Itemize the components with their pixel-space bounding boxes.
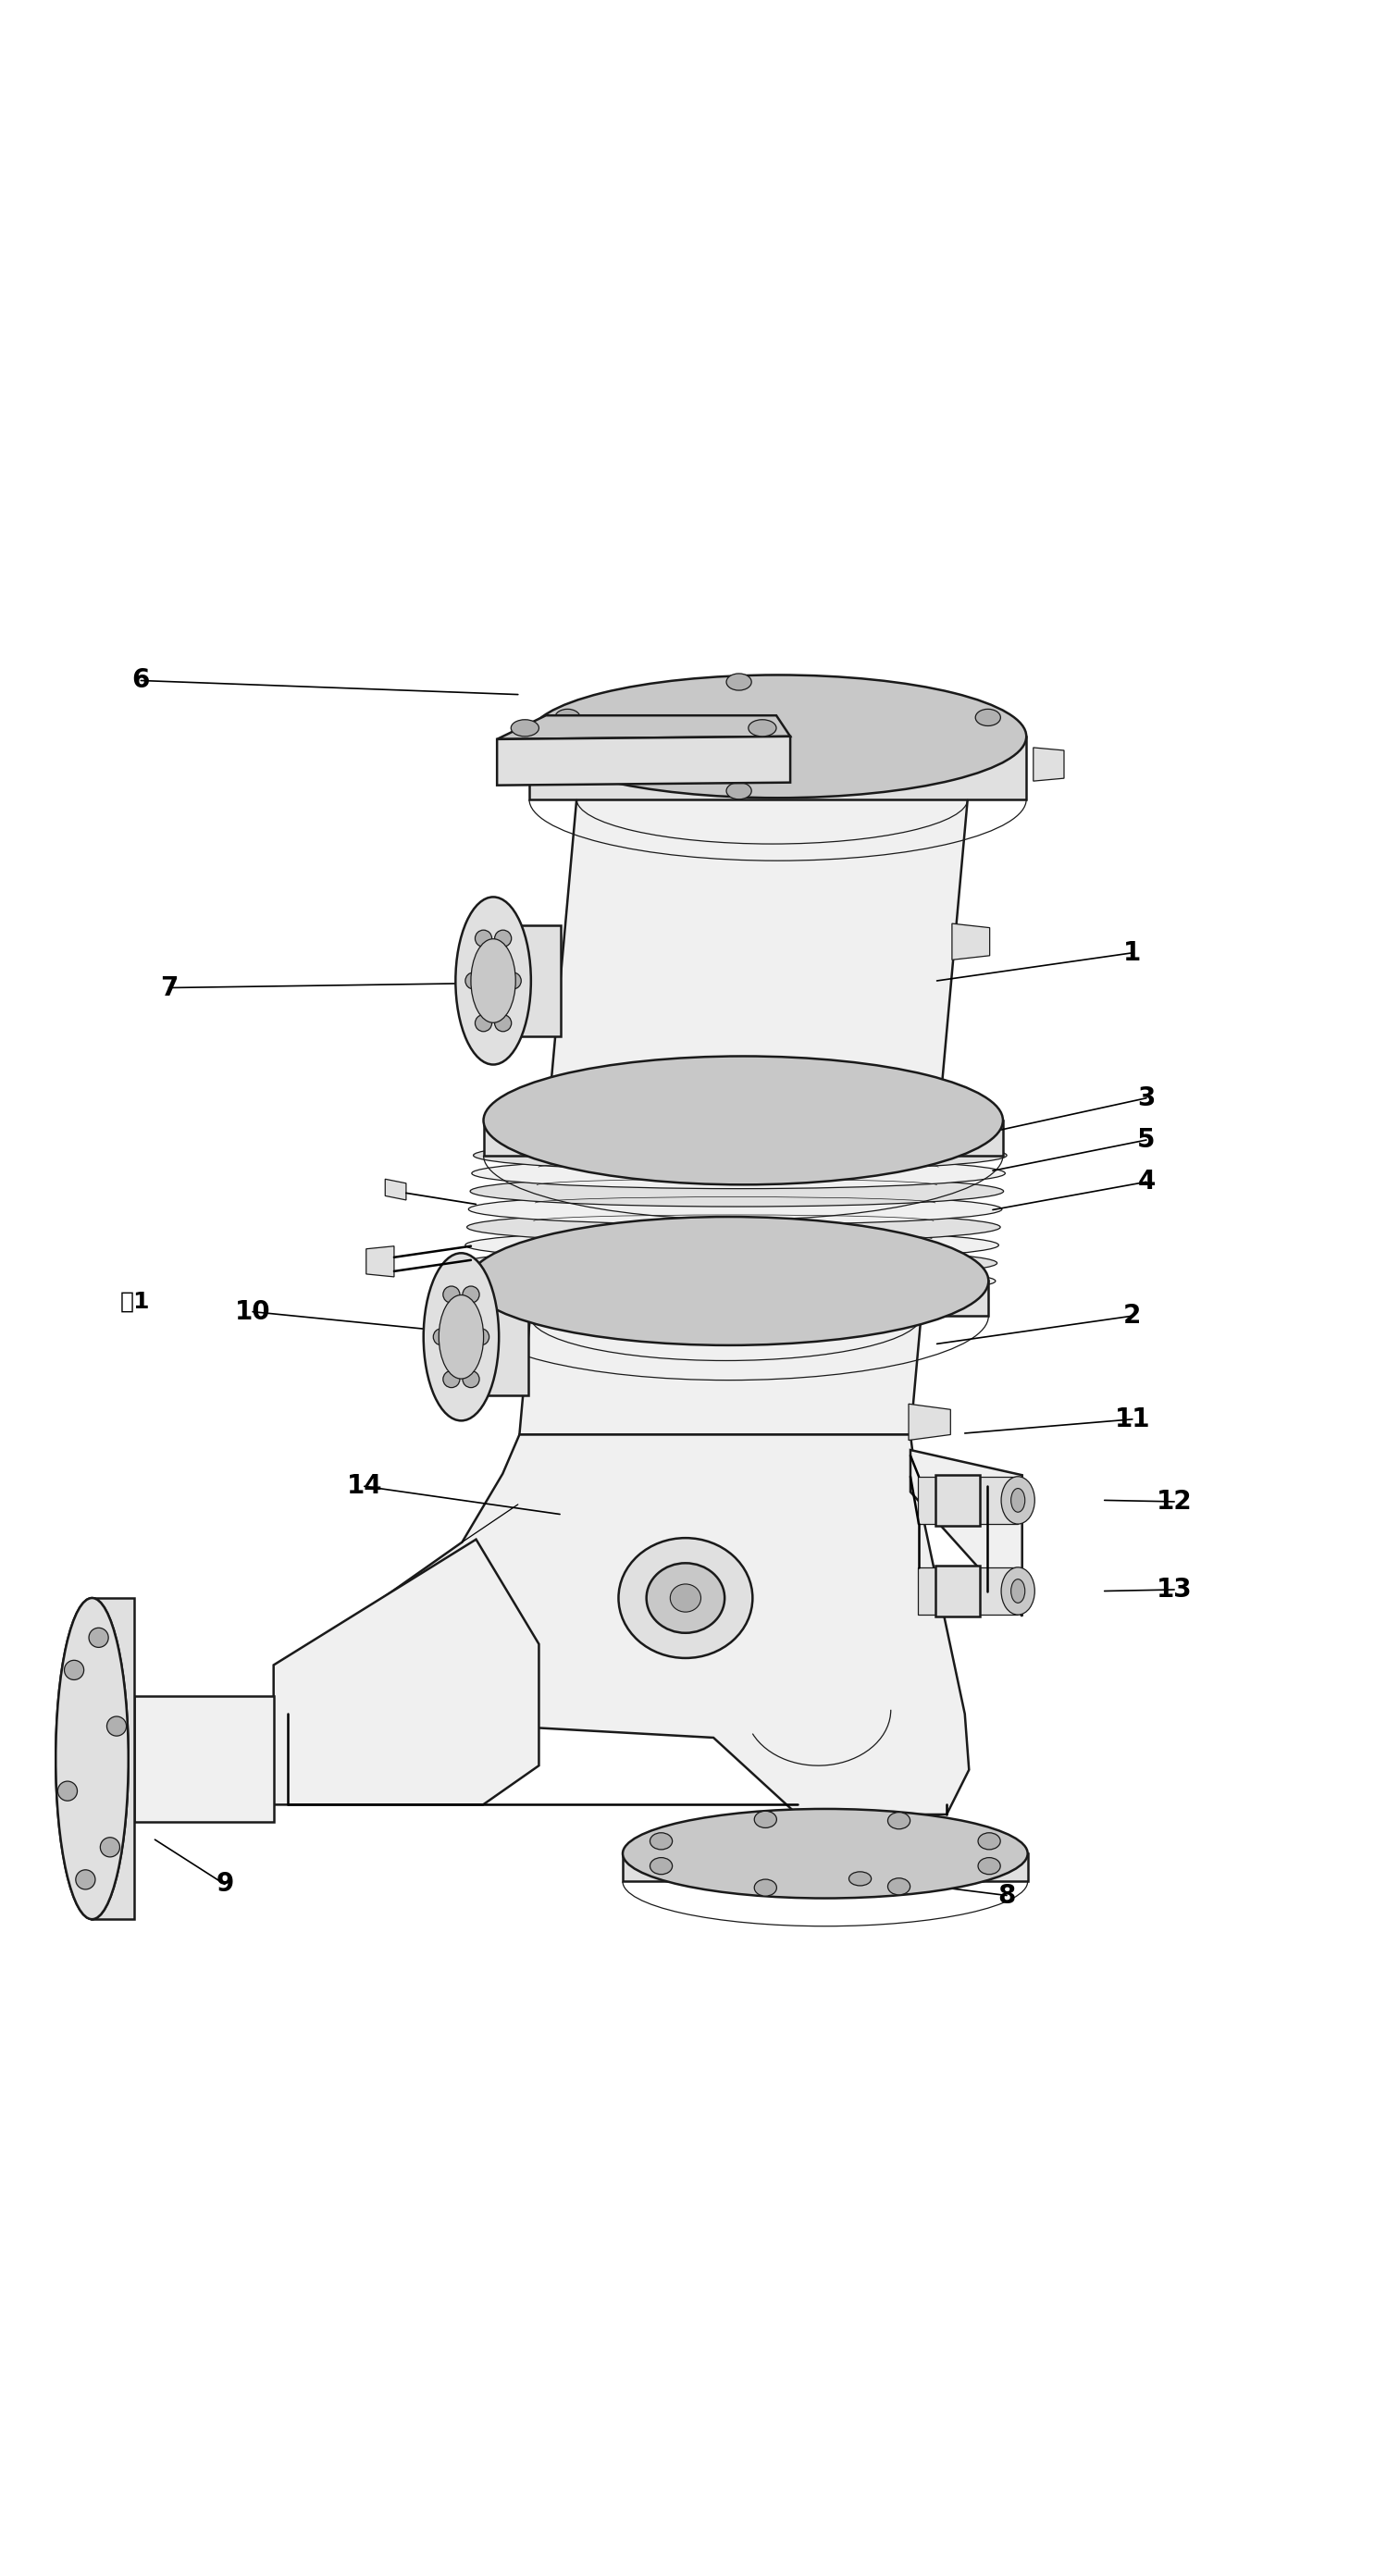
Ellipse shape [651, 1832, 673, 1850]
Ellipse shape [888, 1814, 911, 1829]
Ellipse shape [466, 1229, 999, 1260]
Polygon shape [92, 1597, 134, 1919]
Polygon shape [1034, 747, 1065, 781]
Ellipse shape [90, 1628, 108, 1649]
Ellipse shape [505, 971, 522, 989]
Ellipse shape [469, 1216, 989, 1345]
Ellipse shape [64, 1662, 84, 1680]
Ellipse shape [670, 1584, 701, 1613]
Ellipse shape [439, 1296, 484, 1378]
Polygon shape [469, 1280, 989, 1316]
Text: 3: 3 [1137, 1084, 1156, 1110]
Ellipse shape [978, 1832, 1000, 1850]
Ellipse shape [462, 1265, 996, 1296]
Text: 6: 6 [132, 667, 150, 693]
Text: 8: 8 [997, 1883, 1016, 1909]
Ellipse shape [1011, 1489, 1025, 1512]
Text: 5: 5 [1137, 1128, 1156, 1154]
Polygon shape [529, 737, 1027, 799]
Ellipse shape [849, 1873, 872, 1886]
Ellipse shape [888, 1878, 911, 1896]
Ellipse shape [1002, 1476, 1035, 1525]
Ellipse shape [748, 719, 776, 737]
Polygon shape [936, 1476, 979, 1525]
Ellipse shape [476, 1015, 492, 1030]
Ellipse shape [456, 896, 532, 1064]
Ellipse shape [623, 1808, 1028, 1899]
Text: 7: 7 [159, 974, 178, 999]
Ellipse shape [618, 1538, 753, 1659]
Ellipse shape [473, 1141, 1007, 1170]
Ellipse shape [726, 783, 751, 799]
Ellipse shape [463, 1285, 480, 1303]
Ellipse shape [511, 719, 539, 737]
Text: 9: 9 [215, 1870, 234, 1899]
Ellipse shape [443, 1285, 460, 1303]
Polygon shape [951, 925, 989, 961]
Polygon shape [484, 1121, 1003, 1154]
Polygon shape [274, 1540, 539, 1806]
Polygon shape [908, 1404, 950, 1440]
Ellipse shape [754, 1811, 776, 1829]
Polygon shape [918, 1476, 1018, 1525]
Text: 1: 1 [1123, 940, 1142, 966]
Text: 10: 10 [235, 1298, 270, 1324]
Text: 14: 14 [347, 1473, 382, 1499]
Text: 4: 4 [1137, 1170, 1156, 1195]
Text: 图1: 图1 [120, 1291, 150, 1314]
Polygon shape [918, 1566, 1018, 1615]
Text: 11: 11 [1115, 1406, 1150, 1432]
Ellipse shape [56, 1597, 129, 1919]
Ellipse shape [471, 938, 516, 1023]
Ellipse shape [443, 1370, 460, 1388]
Ellipse shape [469, 1193, 1002, 1224]
Ellipse shape [471, 1159, 1004, 1188]
Text: 13: 13 [1157, 1577, 1192, 1602]
Polygon shape [134, 1695, 274, 1821]
Ellipse shape [978, 1857, 1000, 1875]
Text: 12: 12 [1157, 1489, 1192, 1515]
Ellipse shape [101, 1837, 120, 1857]
Ellipse shape [726, 672, 751, 690]
Polygon shape [367, 1247, 395, 1278]
Ellipse shape [495, 930, 512, 948]
Ellipse shape [754, 1880, 776, 1896]
Polygon shape [547, 799, 968, 1121]
Polygon shape [288, 1435, 970, 1814]
Ellipse shape [56, 1597, 129, 1919]
Ellipse shape [975, 708, 1000, 726]
Ellipse shape [651, 1857, 673, 1875]
Polygon shape [497, 716, 790, 739]
Ellipse shape [467, 1211, 1000, 1242]
Ellipse shape [463, 1370, 480, 1388]
Polygon shape [497, 737, 790, 786]
Polygon shape [623, 1855, 1028, 1880]
Ellipse shape [495, 1015, 512, 1030]
Polygon shape [936, 1566, 979, 1615]
Polygon shape [494, 925, 560, 1036]
Ellipse shape [1002, 1566, 1035, 1615]
Polygon shape [462, 1278, 529, 1396]
Ellipse shape [76, 1870, 95, 1888]
Polygon shape [519, 1316, 921, 1435]
Ellipse shape [466, 971, 483, 989]
Ellipse shape [57, 1780, 77, 1801]
Ellipse shape [434, 1329, 450, 1345]
Ellipse shape [473, 1329, 490, 1345]
Ellipse shape [555, 708, 581, 726]
Ellipse shape [106, 1716, 126, 1736]
Ellipse shape [424, 1252, 499, 1422]
Polygon shape [911, 1450, 1023, 1615]
Text: 2: 2 [1123, 1303, 1142, 1329]
Ellipse shape [646, 1564, 725, 1633]
Polygon shape [385, 1180, 406, 1200]
Ellipse shape [1011, 1579, 1025, 1602]
Ellipse shape [476, 930, 492, 948]
Ellipse shape [470, 1175, 1003, 1206]
Ellipse shape [484, 1056, 1003, 1185]
Ellipse shape [529, 675, 1027, 799]
Ellipse shape [463, 1247, 997, 1278]
